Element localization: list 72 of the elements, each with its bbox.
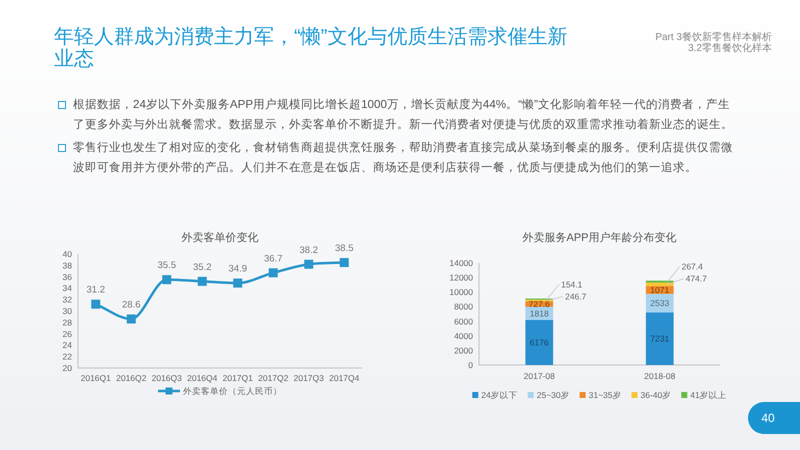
text: 年轻人群成为消费主力军，“懒”文化与优质生活需求催生新业态 bbox=[54, 26, 568, 70]
data-label: 36.7 bbox=[264, 253, 282, 264]
data-label: 1818 bbox=[530, 308, 549, 318]
y-tick-label: 26 bbox=[62, 328, 72, 339]
data-label: 38.5 bbox=[335, 243, 354, 254]
y-tick-label: 14000 bbox=[449, 258, 474, 268]
y-tick-label: 40 bbox=[62, 249, 72, 259]
y-tick-label: 4000 bbox=[454, 330, 474, 341]
legend-label: 41岁以上 bbox=[690, 390, 727, 400]
data-label: 267.4 bbox=[682, 262, 704, 272]
data-label: 34.9 bbox=[228, 264, 247, 275]
text: 3.2零售餐饮化样本 bbox=[688, 43, 772, 54]
text: 根据数据，24岁以下外卖服务APP用户规模同比增长超1000万，增长贡献度为44%。“懒”文化影响着年轻一代的消费者，产生了更多外卖与外出就餐需求。数据显示，外卖客单价不断提升。新一代消费者对便捷与优质的双重需求推动着新业态的诞生。 bbox=[73, 97, 734, 132]
bar bbox=[646, 282, 674, 286]
x-tick-label: 2017-08 bbox=[524, 371, 556, 381]
y-tick-label: 6000 bbox=[454, 316, 474, 326]
x-tick-label: 2016Q2 bbox=[116, 373, 147, 383]
text: 40 bbox=[760, 410, 776, 427]
y-tick-label: 0 bbox=[468, 360, 474, 370]
data-label: 1071 bbox=[650, 284, 670, 295]
y-tick-label: 32 bbox=[62, 294, 72, 305]
y-tick-label: 22 bbox=[62, 352, 72, 362]
point bbox=[126, 314, 136, 324]
point bbox=[233, 278, 242, 288]
x-tick-label: 2017Q1 bbox=[222, 373, 254, 383]
data-label: 246.7 bbox=[565, 292, 587, 302]
data-label: 474.7 bbox=[686, 274, 708, 284]
legend-label: 外卖客单价（元人民币） bbox=[183, 386, 282, 396]
chart-title: 外卖服务APP用户年龄分布变化 bbox=[522, 231, 677, 244]
y-tick-label: 34 bbox=[62, 283, 72, 294]
y-tick-label: 30 bbox=[62, 306, 72, 316]
point bbox=[268, 268, 278, 278]
point bbox=[162, 275, 172, 284]
x-tick-label: 2016Q4 bbox=[187, 373, 218, 383]
bar bbox=[525, 320, 554, 365]
data-label: 154.1 bbox=[561, 280, 583, 290]
data-label: 35.5 bbox=[158, 260, 176, 272]
point bbox=[198, 276, 207, 286]
legend-label: 31~35岁 bbox=[588, 390, 622, 400]
data-label: 28.6 bbox=[122, 299, 140, 310]
data-label: 35.2 bbox=[193, 262, 212, 273]
legend-label: 25~30岁 bbox=[536, 390, 570, 400]
y-tick-label: 2000 bbox=[454, 345, 474, 356]
data-label: 38.2 bbox=[300, 244, 318, 256]
y-tick-label: 24 bbox=[62, 340, 72, 350]
data-label: 6176 bbox=[530, 338, 549, 348]
x-tick-label: 2016Q1 bbox=[80, 373, 112, 383]
text: 零售行业也发生了相对应的变化，食材销售商超提供烹饪服务，帮助消费者直接完成从菜场到餐桌的服务。便利店提供仅需微波即可食用并方便外带的产品。人们并不在意是在饭店、商场还是便利店获得一餐，优质与便捷成为他们的第一追求。 bbox=[73, 140, 734, 176]
x-tick-label: 2018-08 bbox=[644, 371, 676, 381]
y-tick-label: 36 bbox=[62, 272, 72, 282]
y-tick-label: 20 bbox=[62, 363, 72, 373]
bar bbox=[646, 312, 674, 365]
text: Part 3餐饮新零售样本解析 bbox=[655, 32, 772, 43]
x-tick-label: 2017Q4 bbox=[329, 373, 360, 383]
data-label: 2533 bbox=[650, 298, 670, 308]
data-label: 7231 bbox=[650, 334, 670, 344]
x-tick-label: 2017Q2 bbox=[258, 373, 289, 383]
y-tick-label: 12000 bbox=[449, 272, 474, 283]
data-label: 727.6 bbox=[528, 299, 550, 310]
y-tick-label: 38 bbox=[62, 260, 72, 270]
x-tick-label: 2017Q3 bbox=[294, 373, 324, 383]
chart-title: 外卖客单价变化 bbox=[182, 231, 258, 244]
y-tick-label: 28 bbox=[62, 317, 72, 328]
x-tick-label: 2016Q3 bbox=[152, 373, 182, 383]
legend-label: 24岁以下 bbox=[481, 390, 518, 400]
point bbox=[91, 300, 100, 309]
y-tick-label: 8000 bbox=[454, 302, 474, 312]
data-label: 31.2 bbox=[86, 284, 105, 296]
point bbox=[304, 260, 314, 269]
legend-label: 36-40岁 bbox=[640, 390, 672, 400]
y-tick-label: 10000 bbox=[449, 287, 474, 298]
point bbox=[340, 258, 349, 268]
